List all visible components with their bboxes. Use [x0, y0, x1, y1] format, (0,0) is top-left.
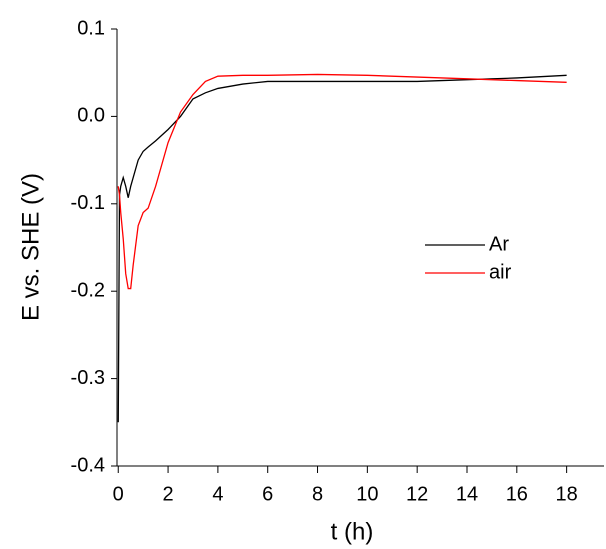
legend-label: Ar [489, 233, 509, 255]
y-tick-label: -0.1 [71, 192, 105, 214]
x-tick-label: 4 [212, 483, 223, 505]
y-axis-title: E vs. SHE (V) [17, 173, 44, 321]
x-tick-label: 2 [163, 483, 174, 505]
x-tick-label: 6 [262, 483, 273, 505]
x-tick-label: 18 [556, 483, 578, 505]
x-tick-label: 8 [312, 483, 323, 505]
y-tick-label: -0.4 [71, 454, 105, 476]
x-tick-label: 0 [113, 483, 124, 505]
line-series [117, 73, 567, 290]
line-series [117, 74, 567, 423]
x-tick-label: 14 [456, 483, 478, 505]
y-tick-label: 0.1 [77, 17, 105, 39]
y-tick-label: -0.2 [71, 279, 105, 301]
x-tick-label: 16 [506, 483, 528, 505]
x-tick-label: 12 [406, 483, 428, 505]
y-tick-label: 0.0 [77, 105, 105, 127]
legend-label: air [489, 261, 512, 283]
x-tick-label: 10 [356, 483, 378, 505]
y-tick-label: -0.3 [71, 367, 105, 389]
x-axis-title: t (h) [331, 518, 374, 545]
